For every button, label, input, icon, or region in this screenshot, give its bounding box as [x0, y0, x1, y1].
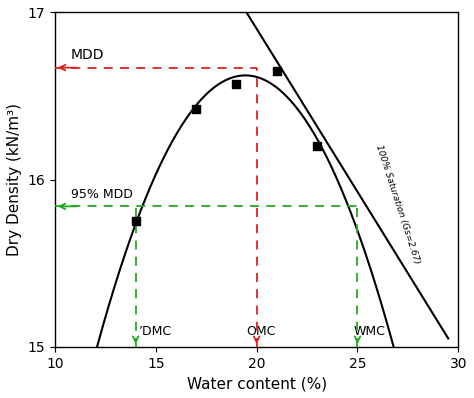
Text: ’DMC: ’DMC	[139, 326, 172, 338]
Text: WMC: WMC	[354, 326, 385, 338]
Point	[233, 81, 240, 88]
Point	[132, 218, 139, 224]
Point	[313, 143, 321, 149]
Y-axis label: Dry Density (kN/m³): Dry Density (kN/m³)	[7, 103, 22, 256]
X-axis label: Water content (%): Water content (%)	[187, 376, 327, 391]
Text: 100% Saturation (Gs=2.67): 100% Saturation (Gs=2.67)	[374, 144, 421, 265]
Text: OMC: OMC	[246, 326, 276, 338]
Text: MDD: MDD	[71, 48, 105, 62]
Text: 95% MDD: 95% MDD	[71, 188, 133, 201]
Point	[192, 106, 200, 113]
Point	[273, 68, 281, 74]
